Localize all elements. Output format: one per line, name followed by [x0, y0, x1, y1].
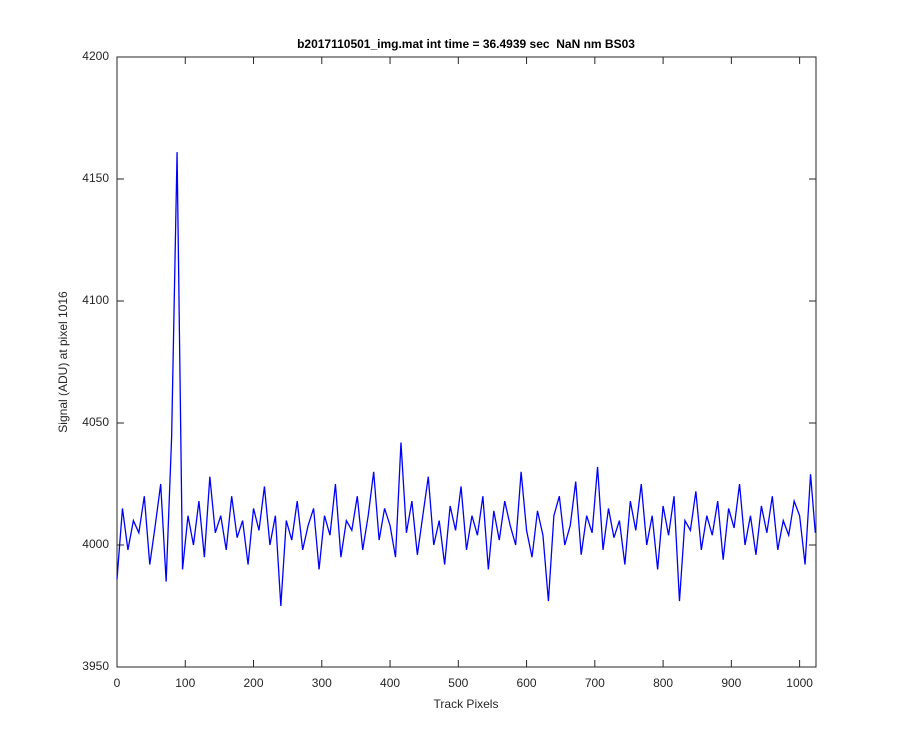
y-tick-label: 4150: [82, 171, 109, 185]
y-tick-label: 4100: [82, 293, 109, 307]
x-axis-label: Track Pixels: [434, 697, 499, 711]
y-tick-label: 4050: [82, 415, 109, 429]
x-tick-label: 1000: [786, 676, 813, 690]
x-tick-label: 300: [312, 676, 332, 690]
plot-box: [116, 56, 817, 668]
x-tick-label: 600: [517, 676, 537, 690]
y-axis-label: Signal (ADU) at pixel 1016: [56, 291, 70, 433]
x-tick-label: 200: [244, 676, 264, 690]
x-tick-label: 700: [585, 676, 605, 690]
y-tick-label: 4000: [82, 537, 109, 551]
x-tick-label: 800: [653, 676, 673, 690]
x-tick-label: 500: [448, 676, 468, 690]
chart-title: b2017110501_img.mat int time = 36.4939 s…: [297, 37, 635, 51]
y-tick-label: 3950: [82, 659, 109, 673]
x-tick-label: 100: [175, 676, 195, 690]
x-tick-label: 900: [721, 676, 741, 690]
x-tick-label: 400: [380, 676, 400, 690]
x-tick-label: 0: [114, 676, 121, 690]
y-tick-label: 4200: [82, 49, 109, 63]
data-line: [116, 152, 816, 607]
